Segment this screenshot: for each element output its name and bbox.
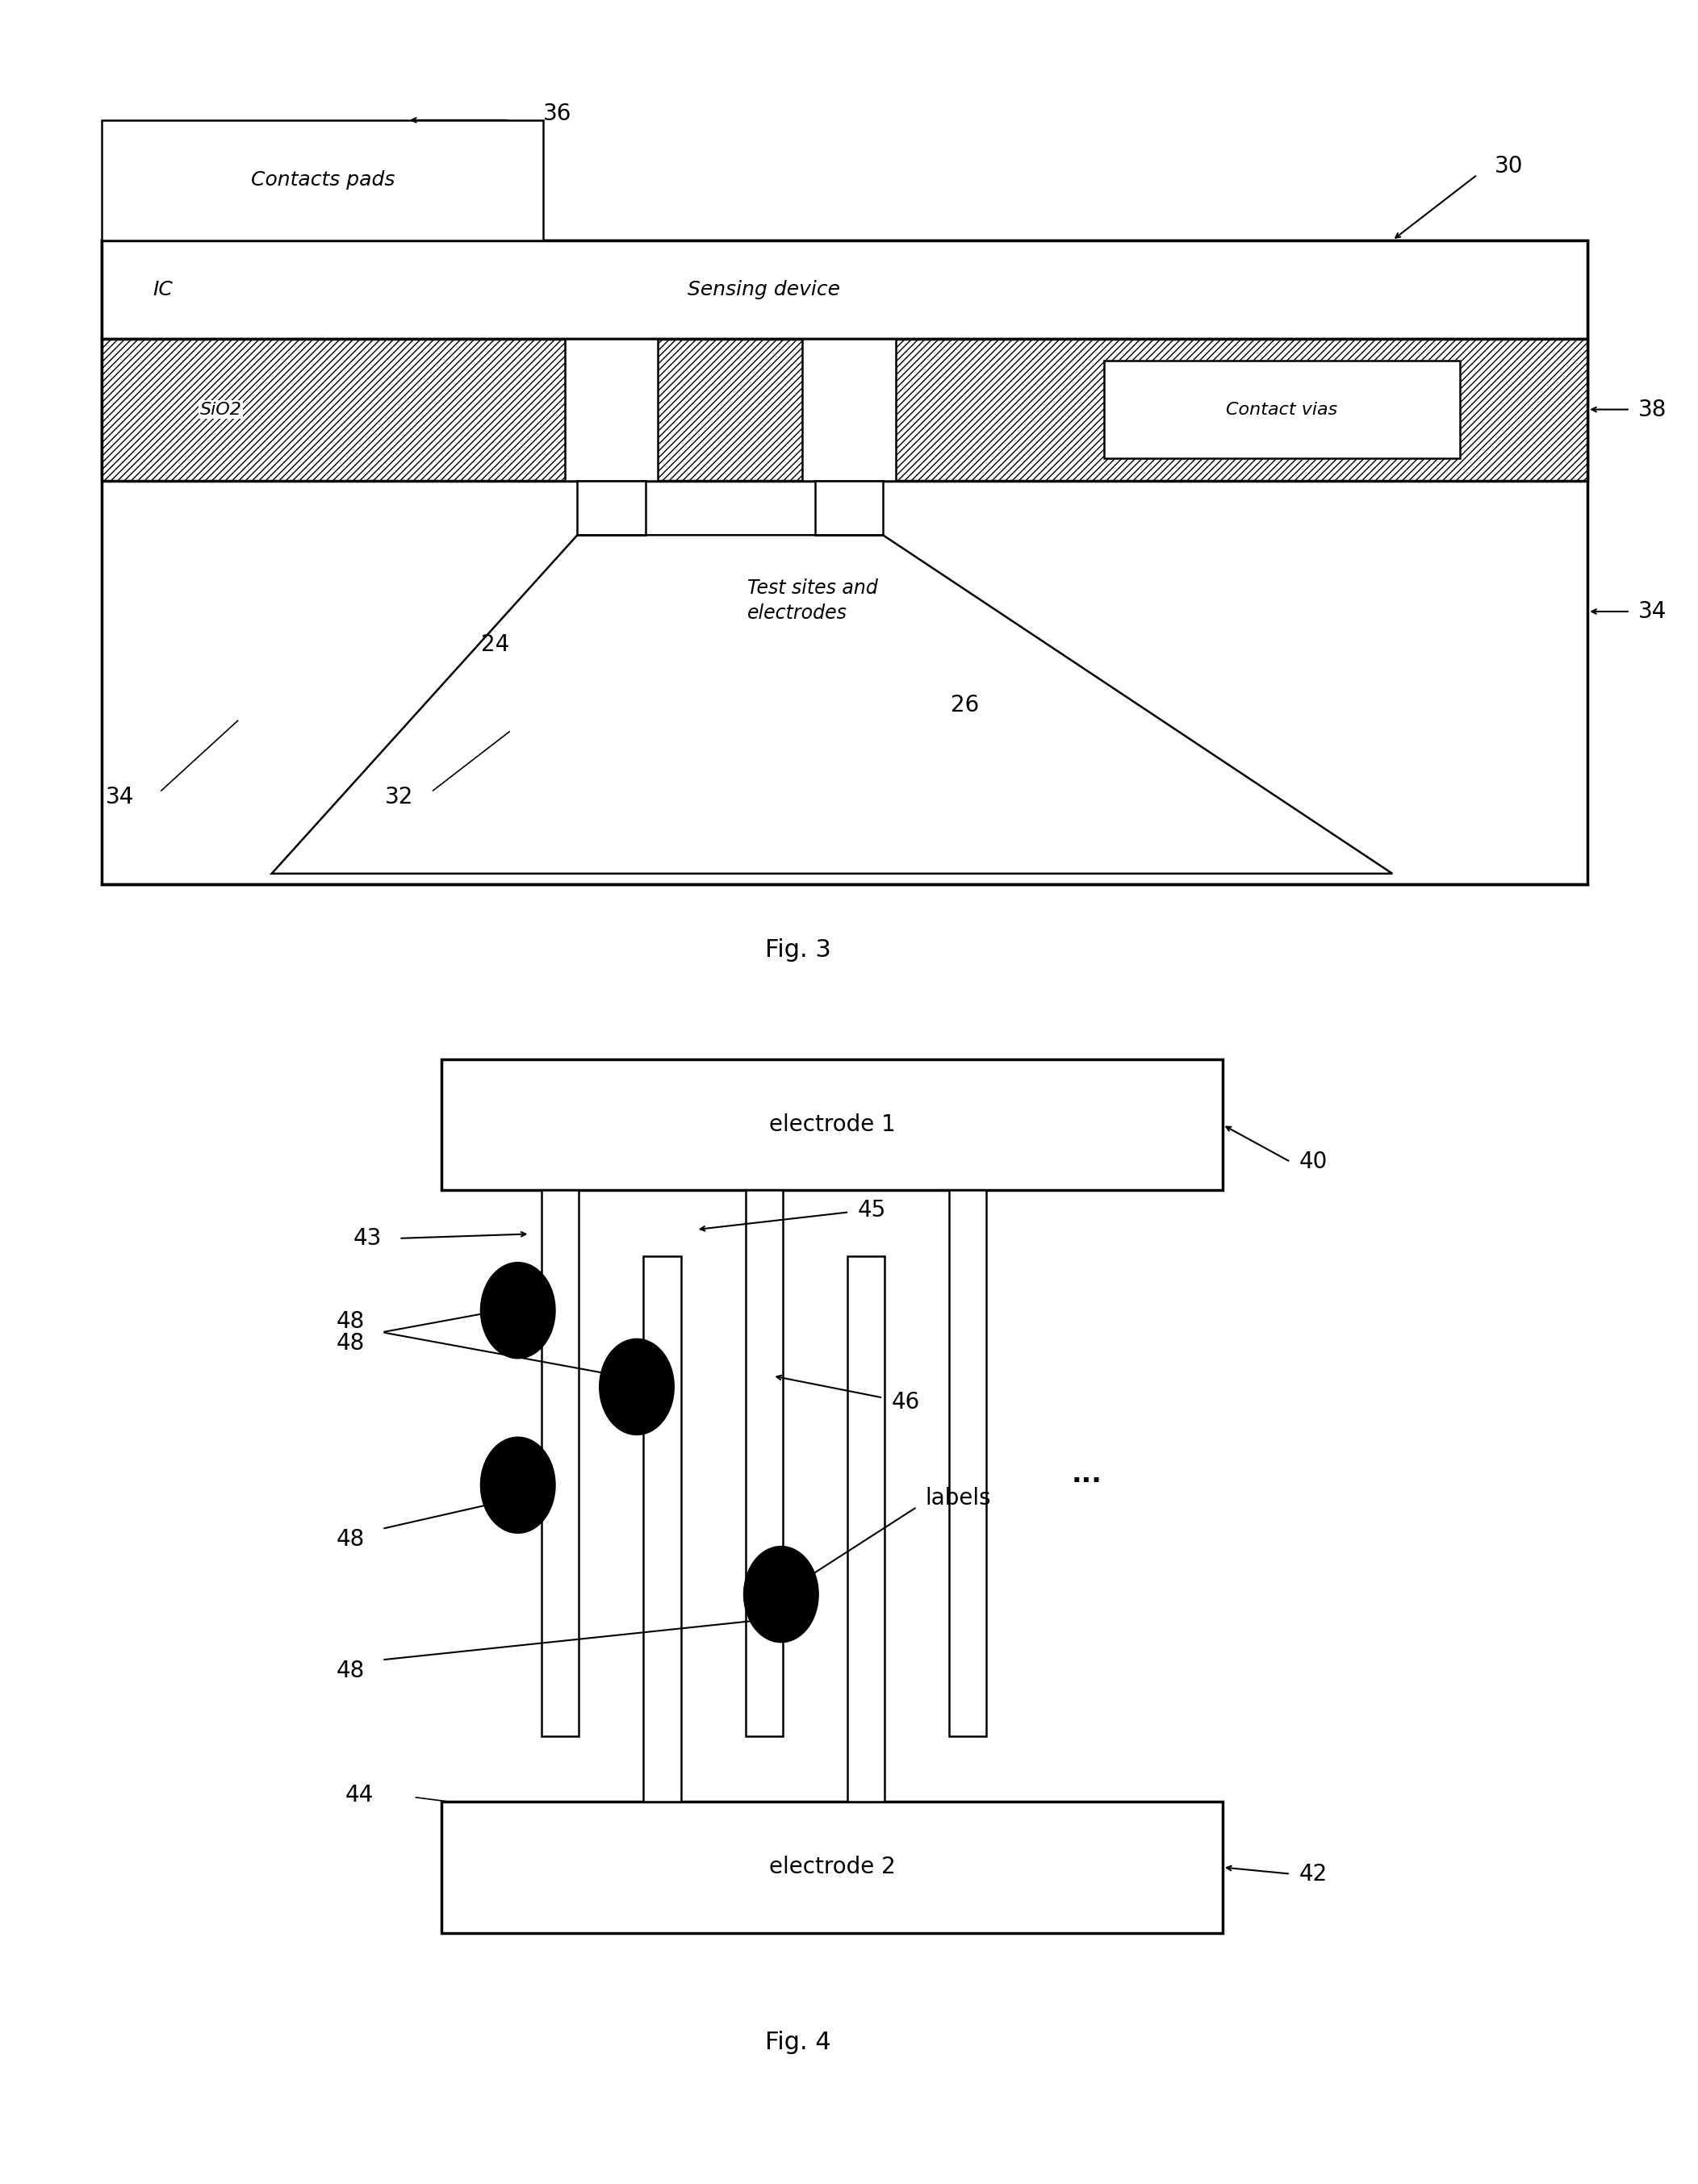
Text: Fig. 4: Fig. 4 — [766, 2031, 830, 2053]
Polygon shape — [745, 1190, 783, 1736]
Text: 40: 40 — [1299, 1151, 1328, 1173]
Polygon shape — [847, 1256, 885, 1802]
Text: 34: 34 — [105, 786, 134, 808]
Text: 30: 30 — [1494, 155, 1523, 177]
Polygon shape — [102, 339, 1588, 480]
Text: 38: 38 — [1639, 397, 1667, 422]
Polygon shape — [1104, 360, 1460, 459]
Text: IC: IC — [153, 280, 173, 299]
Text: 44: 44 — [345, 1784, 374, 1806]
Polygon shape — [441, 1802, 1223, 1933]
Text: electrode 2: electrode 2 — [769, 1856, 895, 1878]
Polygon shape — [441, 1059, 1223, 1190]
Text: SiO2: SiO2 — [200, 402, 241, 417]
Text: 42: 42 — [1299, 1863, 1328, 1885]
Text: ...: ... — [1071, 1461, 1102, 1487]
Polygon shape — [102, 240, 1588, 339]
Text: 45: 45 — [857, 1199, 886, 1221]
Circle shape — [481, 1262, 555, 1358]
Text: Contact vias: Contact vias — [1226, 402, 1338, 417]
Text: 34: 34 — [1639, 601, 1667, 622]
Text: 48: 48 — [336, 1660, 365, 1682]
Text: electrode 1: electrode 1 — [769, 1114, 895, 1136]
Text: 48: 48 — [336, 1332, 365, 1354]
Text: 48: 48 — [336, 1310, 365, 1332]
Text: Sensing device: Sensing device — [688, 280, 841, 299]
Text: labels: labels — [925, 1487, 992, 1509]
Text: Fig. 3: Fig. 3 — [766, 939, 830, 961]
Text: 48: 48 — [336, 1529, 365, 1551]
Text: 36: 36 — [543, 103, 572, 124]
Text: 26: 26 — [951, 695, 980, 716]
Text: 46: 46 — [891, 1391, 920, 1413]
Polygon shape — [102, 120, 543, 240]
Polygon shape — [542, 1190, 579, 1736]
Circle shape — [599, 1339, 674, 1435]
Polygon shape — [577, 480, 645, 535]
Circle shape — [481, 1437, 555, 1533]
Polygon shape — [949, 1190, 987, 1736]
Text: Test sites and
electrodes: Test sites and electrodes — [747, 579, 878, 622]
Polygon shape — [644, 1256, 681, 1802]
Text: 24: 24 — [481, 633, 509, 655]
Polygon shape — [815, 480, 883, 535]
Text: 43: 43 — [353, 1227, 382, 1249]
Circle shape — [744, 1546, 818, 1642]
Text: Contacts pads: Contacts pads — [251, 170, 394, 190]
Polygon shape — [564, 339, 659, 480]
Polygon shape — [801, 339, 897, 480]
Text: 32: 32 — [385, 786, 413, 808]
